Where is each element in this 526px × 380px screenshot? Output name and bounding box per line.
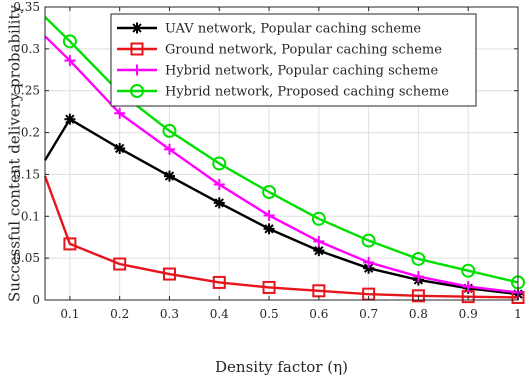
series-2 (43, 175, 525, 304)
data-point-circle (262, 185, 277, 200)
data-point-asterisk (131, 22, 143, 34)
data-point-plus (114, 107, 126, 119)
x-tick-label: 0.1 (60, 307, 79, 321)
series-1 (43, 113, 524, 300)
data-point-circle (411, 251, 426, 266)
x-tick-label: 0.8 (409, 307, 428, 321)
asterisk-stroke (115, 143, 125, 154)
x-tick-label: 1 (514, 307, 522, 321)
x-tick-label: 0.2 (110, 307, 129, 321)
asterisk-stroke (164, 171, 175, 181)
series-3 (44, 35, 524, 298)
axis-ticks: 0.1 0.2 0.3 0.4 0.5 0.6 0.7 0.8 0.9 1 0 0.05 0.1 0.15… (13, 0, 522, 321)
data-point-square (113, 257, 127, 271)
y-tick-label: 0.2 (21, 126, 40, 140)
legend-label: Ground network, Popular caching scheme (165, 43, 442, 58)
x-tick-label: 0.9 (459, 307, 478, 321)
y-tick-label: 0.3 (21, 42, 40, 56)
data-point-square (212, 275, 226, 289)
x-tick-label: 0.6 (309, 307, 328, 321)
x-tick-label: 0.7 (359, 307, 378, 321)
asterisk-stroke (363, 263, 374, 273)
data-point-circle (212, 156, 227, 171)
x-tick-label: 0.4 (210, 307, 229, 321)
data-point-circle (311, 211, 326, 226)
asterisk-stroke (264, 224, 274, 234)
series-line (43, 175, 519, 299)
asterisk-stroke (314, 245, 324, 256)
data-point-plus (313, 235, 325, 247)
data-point-plus (263, 209, 275, 221)
x-axis-label: Density factor (η) (215, 358, 348, 376)
y-tick-label: 0.05 (13, 251, 40, 265)
series-group (43, 16, 525, 304)
legend-item: Hybrid network, Proposed caching scheme (117, 84, 449, 100)
legend-label: UAV network, Popular caching scheme (165, 22, 421, 37)
data-point-plus (64, 55, 76, 67)
data-point-plus (412, 271, 424, 283)
data-point-circle (62, 34, 77, 49)
y-tick-label: 0.1 (21, 209, 40, 223)
x-tick-label: 0.5 (260, 307, 279, 321)
data-point-plus (131, 64, 143, 76)
legend: UAV network, Popular caching scheme Groun… (110, 13, 477, 107)
data-point-square (162, 267, 176, 281)
y-tick-label: 0.35 (13, 0, 40, 14)
legend-item: Hybrid network, Popular caching scheme (117, 64, 438, 79)
data-point-plus (213, 178, 225, 190)
data-point-asterisk (213, 197, 225, 209)
legend-box (110, 13, 477, 107)
data-point-plus (163, 143, 175, 155)
data-point-asterisk (64, 113, 76, 125)
y-tick-label: 0.15 (13, 167, 40, 181)
asterisk-stroke (65, 114, 75, 124)
legend-item: UAV network, Popular caching scheme (117, 22, 421, 37)
data-point-square (130, 42, 144, 56)
plot-area-frame (44, 6, 519, 301)
legend-item: Ground network, Popular caching scheme (117, 42, 442, 58)
data-point-asterisk (363, 262, 375, 274)
data-point-asterisk (313, 245, 325, 257)
data-point-plus (363, 256, 375, 268)
data-point-asterisk (263, 223, 275, 235)
data-point-circle (461, 263, 476, 278)
data-point-square (411, 289, 425, 303)
y-tick-label: 0.25 (13, 84, 40, 98)
data-point-square (262, 280, 276, 294)
series-line (44, 16, 519, 284)
data-point-circle (130, 84, 144, 98)
data-point-asterisk (163, 170, 175, 182)
y-axis-label: Successful content delivery probability (5, 5, 23, 302)
data-point-asterisk (114, 142, 126, 154)
data-point-plus (462, 281, 474, 293)
asterisk-stroke (132, 23, 142, 33)
data-point-circle (361, 233, 376, 248)
y-tick-label: 0 (32, 293, 40, 307)
x-tick-label: 0.3 (160, 307, 179, 321)
data-point-square (63, 237, 77, 251)
asterisk-stroke (214, 198, 224, 208)
data-point-circle (162, 123, 177, 138)
legend-label: Hybrid network, Proposed caching scheme (165, 85, 449, 100)
legend-label: Hybrid network, Popular caching scheme (165, 64, 438, 79)
